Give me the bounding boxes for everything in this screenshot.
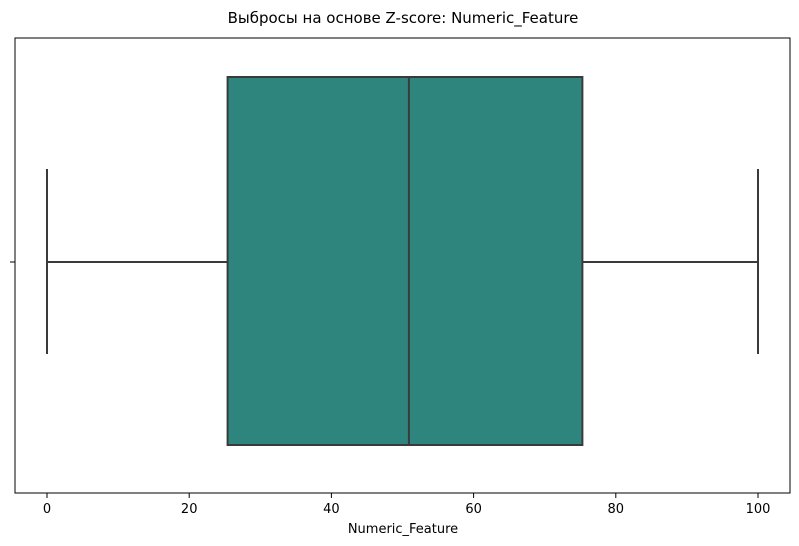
chart-title: Выбросы на основе Z-score: Numeric_Featu… [228,9,579,28]
x-axis-ticks: 0 20 40 60 80 100 [43,493,771,517]
box-plot [45,76,760,446]
x-tick-label: 40 [323,502,340,517]
x-tick-label: 80 [608,502,625,517]
plot-area-frame [14,37,791,494]
x-tick-label: 60 [465,502,482,517]
x-axis-label: Numeric_Feature [348,522,458,537]
x-tick-label: 100 [746,502,771,517]
x-tick-label: 0 [43,502,51,517]
box-iqr [226,76,584,446]
x-tick-label: 20 [181,502,198,517]
